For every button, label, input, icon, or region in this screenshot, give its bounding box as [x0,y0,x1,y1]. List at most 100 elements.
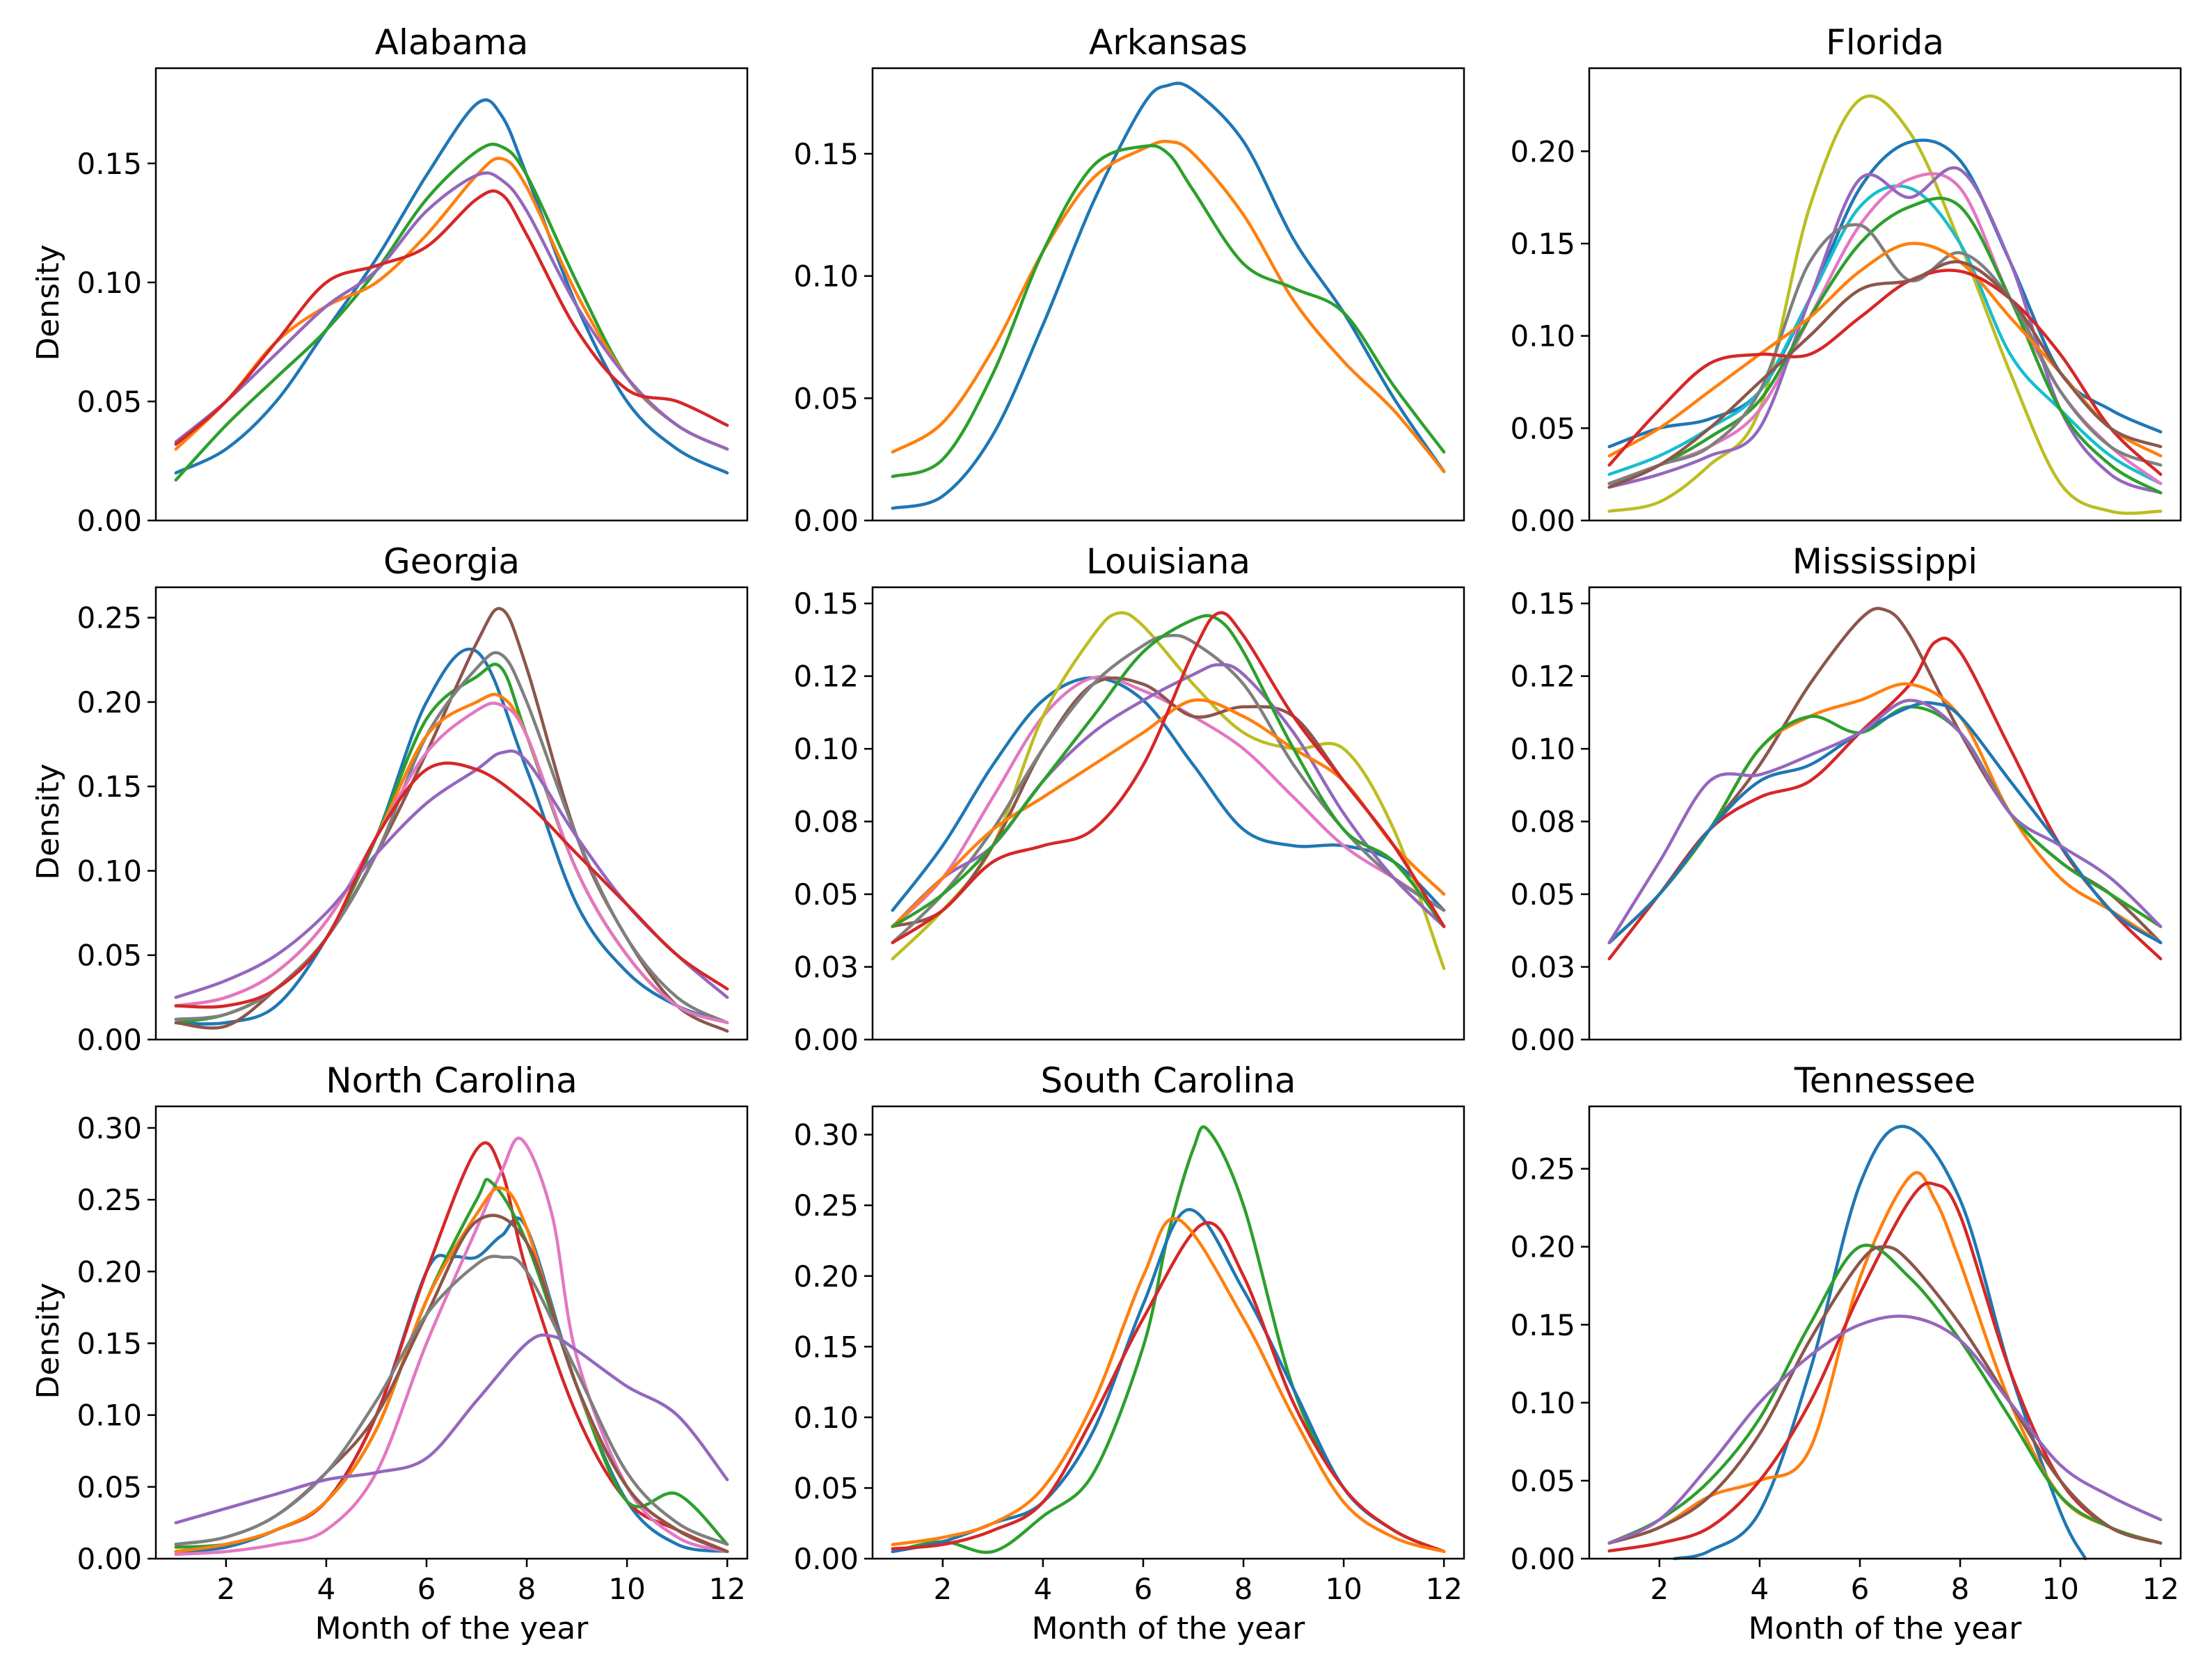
x-ticks: 2 4 6 8 10 12 [1650,1559,2179,1606]
y-tick-label: 0.15 [77,770,142,804]
density-curve [174,749,729,999]
panel-mississippi: Mississippi 0.00 0.03 0.05 0.08 0.10 0.12 0.15 [1510,541,2182,1057]
x-tick-label: 8 [1234,1572,1253,1606]
panel-north-carolina: North Carolina Density Month of the year… [31,1060,749,1646]
y-tick-label: 0.00 [793,1023,859,1057]
x-tick-label: 6 [1851,1572,1870,1606]
panel-title: South Carolina [1041,1060,1296,1101]
axes-frame [1588,67,2182,522]
series-lines [1607,1124,2163,1561]
density-curve [891,614,1446,928]
density-curve [1607,269,2163,476]
axes-frame [871,67,1465,522]
y-tick-label: 0.00 [77,1542,142,1576]
density-curve [174,1255,729,1546]
x-ticks: 2 4 6 8 10 12 [216,1559,746,1606]
y-tick-label: 0.10 [793,732,859,766]
density-curve [1607,1245,2163,1545]
density-curve [174,761,729,1009]
y-tick-label: 0.05 [77,385,142,419]
density-curve [891,611,1446,944]
density-curve [174,98,729,475]
y-tick-label: 0.10 [77,1399,142,1433]
axes-frame [154,1105,749,1560]
y-tick-label: 0.10 [1510,319,1575,353]
density-curve [1607,138,2163,449]
x-tick-label: 8 [1951,1572,1970,1606]
axes-frame [871,586,1465,1041]
density-curve [174,189,729,446]
y-tick-label: 0.08 [1510,805,1575,839]
density-curve [174,647,729,1026]
density-curve [174,1214,729,1553]
y-tick-label: 0.00 [77,504,142,538]
panel-south-carolina: South Carolina Month of the year 0.000.0… [793,1060,1465,1646]
panel-title: Arkansas [1089,22,1248,63]
y-tick-label: 0.20 [77,1255,142,1289]
density-curve [174,607,729,1033]
series-lines [891,81,1446,510]
y-tick-label: 0.25 [77,601,142,635]
y-tick-label: 0.05 [1510,877,1575,912]
axes-frame [1588,1105,2182,1560]
series-lines [174,98,729,482]
y-tick-label: 0.00 [77,1023,142,1057]
y-tick-label: 0.05 [77,1470,142,1504]
y-tick-label: 0.10 [1510,1386,1575,1420]
y-tick-label: 0.12 [1510,660,1575,694]
density-curve [891,139,1446,473]
y-ticks: 0.00 0.05 0.10 0.15 0.20 [1510,134,1589,538]
x-tick-label: 2 [216,1572,235,1606]
density-curve [1607,94,2163,515]
y-ticks: 0.00 0.05 0.10 0.15 [793,137,873,538]
x-axis-label: Month of the year [315,1611,589,1646]
density-curve [1607,260,2163,489]
y-tick-label: 0.05 [1510,411,1575,445]
y-tick-label: 0.05 [1510,1464,1575,1498]
density-curve [174,1216,729,1553]
density-curve [891,1125,1446,1554]
y-tick-label: 0.00 [1510,1542,1575,1576]
density-curve [1673,1124,2087,1561]
y-tick-label: 0.15 [1510,587,1575,621]
x-tick-label: 2 [1650,1572,1669,1606]
x-tick-label: 12 [2142,1572,2179,1606]
y-ticks: 0.00 0.05 0.10 0.15 0.20 0.25 [1510,1152,1589,1576]
x-tick-label: 10 [1325,1572,1362,1606]
density-curve [1607,1243,2163,1545]
panel-florida: Florida 0.00 0.05 0.10 0.15 0.20 [1510,22,2182,538]
y-tick-label: 0.00 [1510,504,1575,538]
x-tick-label: 6 [1134,1572,1153,1606]
series-lines [891,1125,1446,1554]
y-ticks: 0.00 0.03 0.05 0.08 0.10 0.12 0.15 [1510,587,1589,1057]
density-curve [1607,636,2163,961]
y-tick-label: 0.15 [77,147,142,181]
density-curve [891,1208,1446,1554]
y-tick-label: 0.20 [1510,1230,1575,1264]
y-tick-label: 0.15 [1510,1308,1575,1342]
y-ticks: 0.00 0.05 0.10 0.15 [77,147,156,538]
panel-arkansas: Arkansas 0.00 0.05 0.10 0.15 [793,22,1465,538]
density-curve [1607,701,2163,944]
x-tick-label: 8 [518,1572,536,1606]
y-tick-label: 0.25 [793,1188,859,1223]
x-tick-label: 12 [708,1572,745,1606]
x-tick-label: 4 [1751,1572,1769,1606]
y-tick-label: 0.30 [793,1118,859,1152]
density-curve [891,81,1446,510]
panel-title: Georgia [383,541,520,582]
density-curve [174,692,729,1024]
panel-title: Alabama [375,22,528,63]
y-tick-label: 0.10 [793,1401,859,1435]
panel-title: Florida [1826,22,1944,63]
y-tick-label: 0.03 [793,951,859,985]
y-tick-label: 0.25 [1510,1152,1575,1186]
y-ticks: 0.00 0.05 0.10 0.15 0.20 0.25 0.30 [77,1111,156,1576]
y-tick-label: 0.05 [793,877,859,912]
y-tick-label: 0.12 [793,660,859,694]
y-tick-label: 0.10 [77,854,142,888]
y-tick-label: 0.03 [1510,951,1575,985]
axes-frame [154,586,749,1041]
density-curve [891,1220,1446,1554]
